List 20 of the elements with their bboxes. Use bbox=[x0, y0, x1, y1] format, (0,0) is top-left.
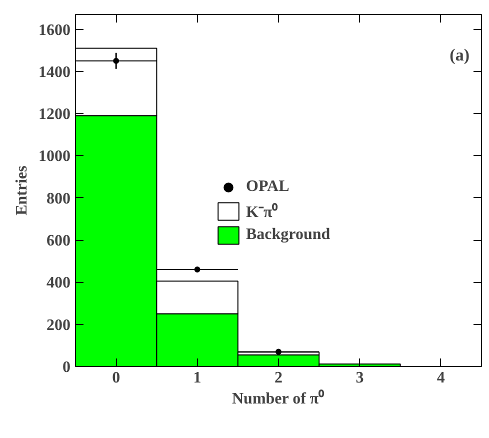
y-tick-label: 1000 bbox=[38, 148, 70, 166]
y-tick-label: 400 bbox=[46, 274, 70, 292]
legend-label: K⁻π⁰ bbox=[246, 202, 278, 222]
x-tick-label: 2 bbox=[274, 370, 282, 386]
x-tick-label: 4 bbox=[436, 370, 445, 386]
y-tick-label: 1400 bbox=[38, 64, 70, 81]
x-tick-label: 1 bbox=[193, 370, 202, 386]
y-tick-label: 1200 bbox=[38, 106, 70, 124]
legend-label: OPAL bbox=[246, 178, 290, 196]
y-axis-title: Entries bbox=[14, 166, 30, 216]
y-tick-label: 1600 bbox=[38, 22, 70, 39]
y-tick-label: 800 bbox=[46, 190, 70, 208]
y-tick-label: 600 bbox=[46, 232, 70, 250]
annotation: (a) bbox=[450, 46, 470, 64]
y-tick-label: 200 bbox=[46, 316, 70, 334]
y-tick-label: 0 bbox=[62, 359, 70, 376]
x-axis-title: Number of π⁰ bbox=[232, 390, 325, 408]
x-tick-label: 0 bbox=[112, 370, 120, 386]
legend-label: Background bbox=[246, 226, 330, 244]
x-tick-label: 3 bbox=[356, 370, 364, 386]
